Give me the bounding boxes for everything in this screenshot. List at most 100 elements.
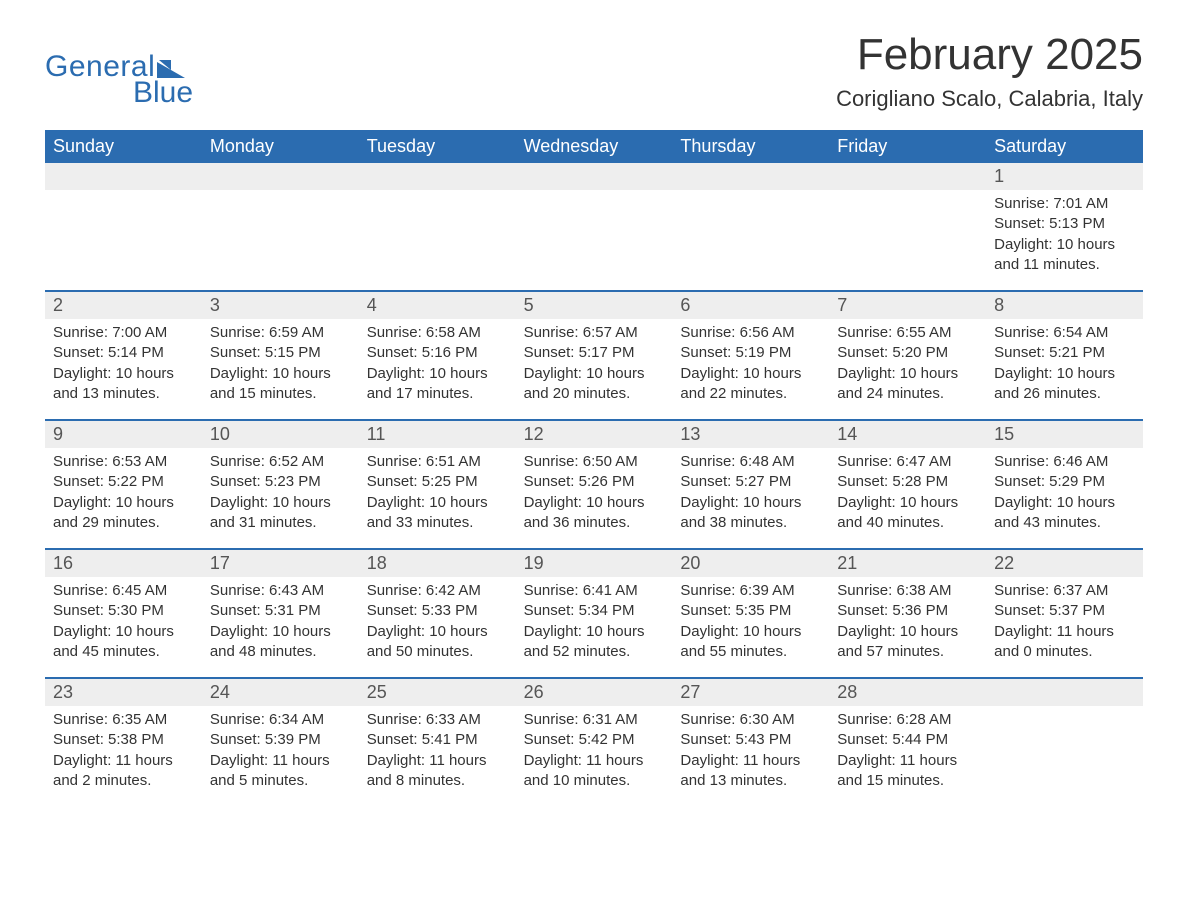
sunset-text: Sunset: 5:29 PM: [994, 472, 1135, 492]
calendar-week: 232425262728Sunrise: 6:35 AMSunset: 5:38…: [45, 677, 1143, 806]
daynum-row: 232425262728: [45, 679, 1143, 706]
sunset-text: Sunset: 5:15 PM: [210, 343, 351, 363]
calendar-week: 9101112131415Sunrise: 6:53 AMSunset: 5:2…: [45, 419, 1143, 548]
daylight-text: Daylight: 11 hours and 8 minutes.: [367, 751, 508, 792]
day-number: 17: [202, 550, 359, 577]
sunrise-text: Sunrise: 6:45 AM: [53, 581, 194, 601]
daylight-text: Daylight: 10 hours and 15 minutes.: [210, 364, 351, 405]
daylight-text: Daylight: 11 hours and 0 minutes.: [994, 622, 1135, 663]
daylight-text: Daylight: 10 hours and 36 minutes.: [524, 493, 665, 534]
day-cell: Sunrise: 6:37 AMSunset: 5:37 PMDaylight:…: [986, 577, 1143, 677]
title-block: February 2025 Corigliano Scalo, Calabria…: [836, 30, 1143, 112]
day-number: 13: [672, 421, 829, 448]
day-cell: Sunrise: 6:54 AMSunset: 5:21 PMDaylight:…: [986, 319, 1143, 419]
sunrise-text: Sunrise: 6:48 AM: [680, 452, 821, 472]
sunrise-text: Sunrise: 6:38 AM: [837, 581, 978, 601]
sunset-text: Sunset: 5:13 PM: [994, 214, 1135, 234]
sunrise-text: Sunrise: 6:33 AM: [367, 710, 508, 730]
day-number: 18: [359, 550, 516, 577]
daylight-text: Daylight: 10 hours and 29 minutes.: [53, 493, 194, 534]
daylight-text: Daylight: 11 hours and 15 minutes.: [837, 751, 978, 792]
day-number: 28: [829, 679, 986, 706]
daylight-text: Daylight: 10 hours and 24 minutes.: [837, 364, 978, 405]
sunset-text: Sunset: 5:41 PM: [367, 730, 508, 750]
day-number: 10: [202, 421, 359, 448]
daylight-text: Daylight: 10 hours and 26 minutes.: [994, 364, 1135, 405]
weekday-header-row: Sunday Monday Tuesday Wednesday Thursday…: [45, 130, 1143, 163]
day-cell: Sunrise: 6:48 AMSunset: 5:27 PMDaylight:…: [672, 448, 829, 548]
day-number: 20: [672, 550, 829, 577]
page-title: February 2025: [836, 30, 1143, 80]
weekday-header: Thursday: [672, 130, 829, 163]
sunset-text: Sunset: 5:37 PM: [994, 601, 1135, 621]
sunrise-text: Sunrise: 6:42 AM: [367, 581, 508, 601]
sunset-text: Sunset: 5:23 PM: [210, 472, 351, 492]
logo: General Blue: [45, 30, 193, 110]
day-cell: Sunrise: 6:28 AMSunset: 5:44 PMDaylight:…: [829, 706, 986, 806]
sunrise-text: Sunrise: 6:46 AM: [994, 452, 1135, 472]
sunset-text: Sunset: 5:31 PM: [210, 601, 351, 621]
day-number: 24: [202, 679, 359, 706]
day-number: 6: [672, 292, 829, 319]
calendar-week: 2345678Sunrise: 7:00 AMSunset: 5:14 PMDa…: [45, 290, 1143, 419]
day-number: 15: [986, 421, 1143, 448]
day-number: 9: [45, 421, 202, 448]
daylight-text: Daylight: 10 hours and 20 minutes.: [524, 364, 665, 405]
day-cell: Sunrise: 6:30 AMSunset: 5:43 PMDaylight:…: [672, 706, 829, 806]
sunset-text: Sunset: 5:25 PM: [367, 472, 508, 492]
sunset-text: Sunset: 5:44 PM: [837, 730, 978, 750]
daynum-row: 9101112131415: [45, 421, 1143, 448]
location: Corigliano Scalo, Calabria, Italy: [836, 86, 1143, 112]
day-cell: Sunrise: 6:39 AMSunset: 5:35 PMDaylight:…: [672, 577, 829, 677]
daylight-text: Daylight: 10 hours and 22 minutes.: [680, 364, 821, 405]
day-number: 27: [672, 679, 829, 706]
sunset-text: Sunset: 5:30 PM: [53, 601, 194, 621]
weeks-container: 1Sunrise: 7:01 AMSunset: 5:13 PMDaylight…: [45, 163, 1143, 806]
day-cell: Sunrise: 6:57 AMSunset: 5:17 PMDaylight:…: [516, 319, 673, 419]
day-cell: Sunrise: 6:38 AMSunset: 5:36 PMDaylight:…: [829, 577, 986, 677]
sunset-text: Sunset: 5:38 PM: [53, 730, 194, 750]
sunset-text: Sunset: 5:20 PM: [837, 343, 978, 363]
daylight-text: Daylight: 10 hours and 52 minutes.: [524, 622, 665, 663]
header: General Blue February 2025 Corigliano Sc…: [45, 30, 1143, 112]
sunset-text: Sunset: 5:42 PM: [524, 730, 665, 750]
day-number: 4: [359, 292, 516, 319]
day-cell: Sunrise: 6:31 AMSunset: 5:42 PMDaylight:…: [516, 706, 673, 806]
sunrise-text: Sunrise: 6:52 AM: [210, 452, 351, 472]
day-number: [516, 163, 673, 190]
day-number: 5: [516, 292, 673, 319]
sunrise-text: Sunrise: 6:47 AM: [837, 452, 978, 472]
day-number: [986, 679, 1143, 706]
day-number: 16: [45, 550, 202, 577]
day-number: 22: [986, 550, 1143, 577]
calendar-week: 1Sunrise: 7:01 AMSunset: 5:13 PMDaylight…: [45, 163, 1143, 290]
sunset-text: Sunset: 5:36 PM: [837, 601, 978, 621]
day-cell: Sunrise: 6:58 AMSunset: 5:16 PMDaylight:…: [359, 319, 516, 419]
day-number: 12: [516, 421, 673, 448]
day-cell: Sunrise: 6:47 AMSunset: 5:28 PMDaylight:…: [829, 448, 986, 548]
daylight-text: Daylight: 10 hours and 17 minutes.: [367, 364, 508, 405]
sunset-text: Sunset: 5:27 PM: [680, 472, 821, 492]
sunset-text: Sunset: 5:19 PM: [680, 343, 821, 363]
sunrise-text: Sunrise: 6:43 AM: [210, 581, 351, 601]
day-number: [829, 163, 986, 190]
logo-text-blue: Blue: [133, 76, 193, 110]
day-cell: [516, 190, 673, 290]
day-cell: Sunrise: 6:42 AMSunset: 5:33 PMDaylight:…: [359, 577, 516, 677]
sunrise-text: Sunrise: 7:01 AM: [994, 194, 1135, 214]
weekday-header: Wednesday: [516, 130, 673, 163]
day-cell: Sunrise: 6:43 AMSunset: 5:31 PMDaylight:…: [202, 577, 359, 677]
day-cell: Sunrise: 6:55 AMSunset: 5:20 PMDaylight:…: [829, 319, 986, 419]
day-number: 23: [45, 679, 202, 706]
day-cell: Sunrise: 6:35 AMSunset: 5:38 PMDaylight:…: [45, 706, 202, 806]
sunrise-text: Sunrise: 6:35 AM: [53, 710, 194, 730]
day-number: 25: [359, 679, 516, 706]
sunset-text: Sunset: 5:28 PM: [837, 472, 978, 492]
day-cell: Sunrise: 6:45 AMSunset: 5:30 PMDaylight:…: [45, 577, 202, 677]
day-cell: Sunrise: 6:41 AMSunset: 5:34 PMDaylight:…: [516, 577, 673, 677]
day-number: 7: [829, 292, 986, 319]
daylight-text: Daylight: 10 hours and 40 minutes.: [837, 493, 978, 534]
sunrise-text: Sunrise: 6:37 AM: [994, 581, 1135, 601]
sunset-text: Sunset: 5:14 PM: [53, 343, 194, 363]
daylight-text: Daylight: 11 hours and 13 minutes.: [680, 751, 821, 792]
